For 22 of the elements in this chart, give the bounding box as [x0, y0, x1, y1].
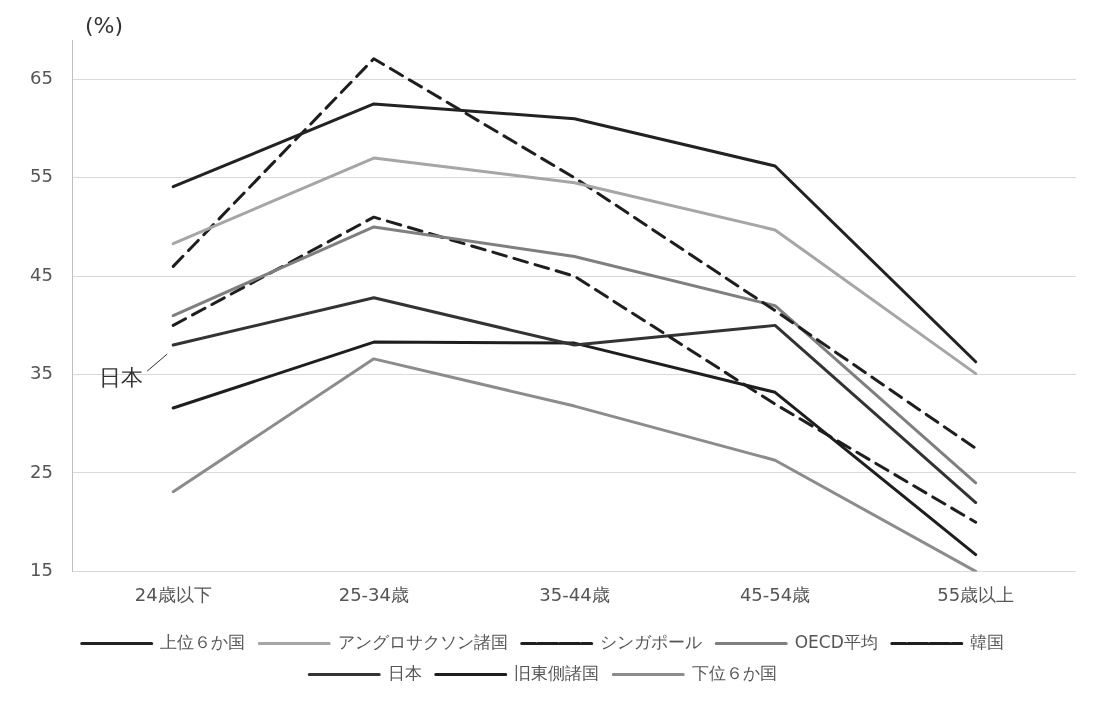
- x-tick-label: 35-44歳: [539, 583, 610, 605]
- y-axis-title: (%): [84, 12, 123, 38]
- annotation: 日本: [99, 364, 144, 390]
- y-tick-label: 35: [30, 362, 53, 384]
- y-tick-label: 25: [30, 460, 53, 482]
- legend-label: 韓国: [970, 631, 1005, 652]
- line-series: [171, 57, 978, 450]
- x-tick-label: 55歳以上: [937, 583, 1015, 605]
- legend-label: 日本: [387, 662, 422, 683]
- legend-label: シンガポール: [600, 631, 703, 652]
- legend-label: アングロサクソン諸国: [337, 631, 508, 652]
- legend-label: 上位６か国: [160, 631, 246, 652]
- y-tick-label: 65: [30, 67, 53, 89]
- legend-label: OECD平均: [794, 631, 878, 652]
- y-tick-label: 45: [30, 263, 53, 285]
- x-tick-label: 25-34歳: [338, 583, 409, 605]
- x-tick-label: 24歳以下: [134, 583, 212, 605]
- legend-label: 旧東側諸国: [514, 662, 600, 683]
- y-tick-label: 55: [30, 165, 53, 187]
- y-tick-label: 15: [30, 559, 53, 581]
- x-tick-label: 45-54歳: [739, 583, 811, 605]
- legend-label: 下位６か国: [691, 662, 777, 683]
